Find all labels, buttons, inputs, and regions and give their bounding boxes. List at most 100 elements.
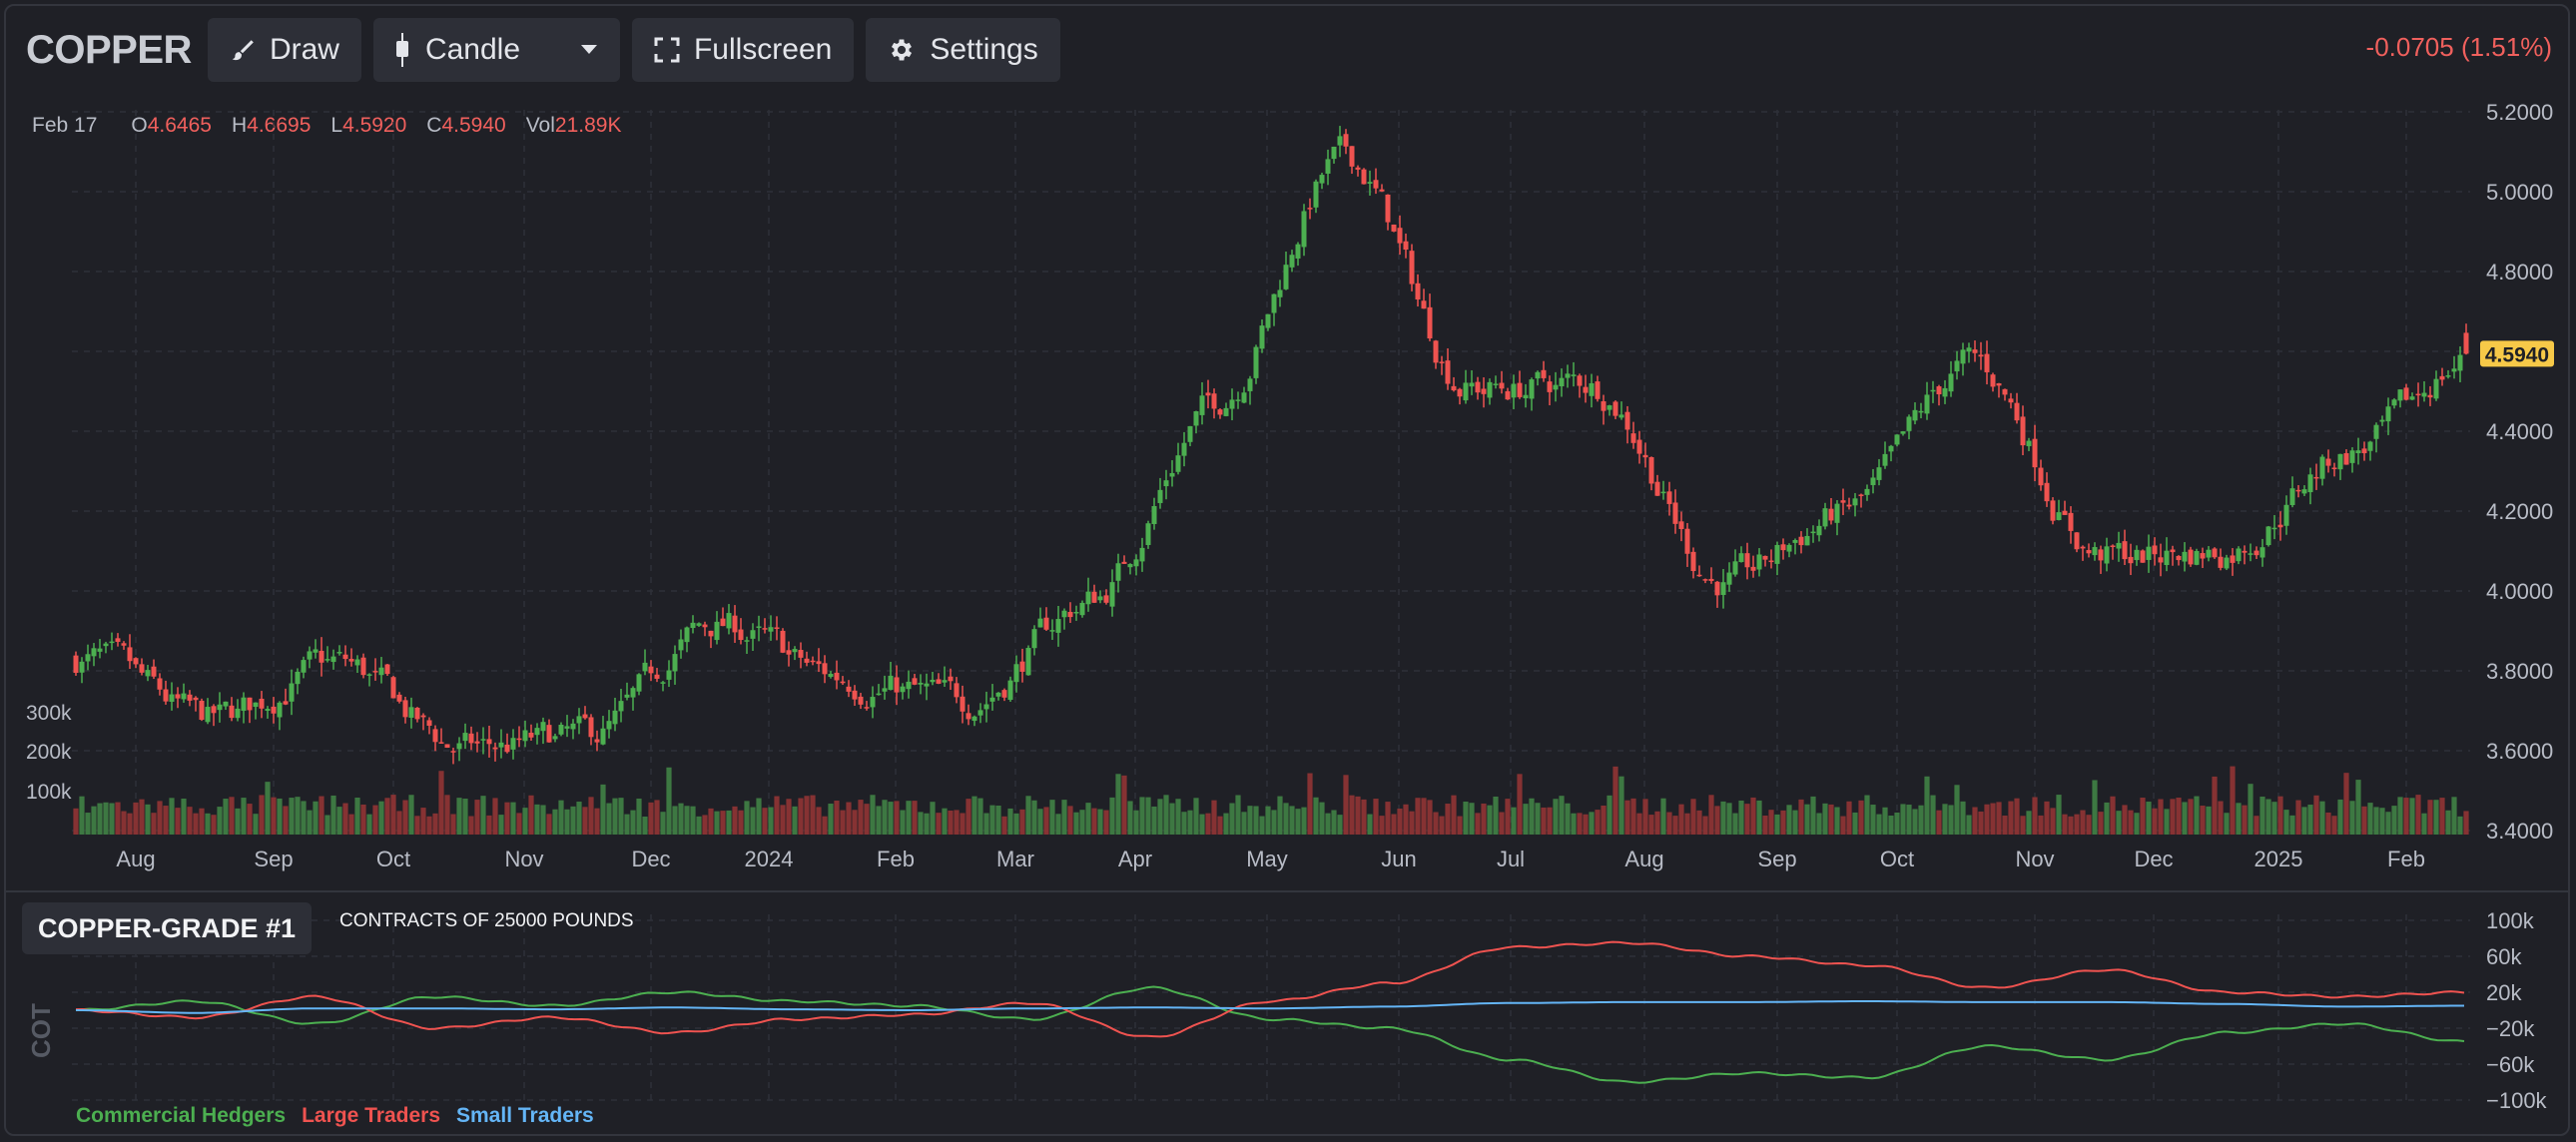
candle-body [1115,563,1121,581]
volume-bar [1187,810,1193,835]
candle-body [2098,549,2104,561]
candle-body [1894,434,1900,445]
volume-bar [828,804,834,835]
fullscreen-label: Fullscreen [693,33,833,66]
volume-bar [1990,803,1996,835]
candle-body [792,649,798,653]
candle-body [1601,400,1607,411]
settings-button[interactable]: Settings [866,18,1060,82]
candle-body [1103,595,1109,603]
volume-bar [420,808,426,835]
volume-bar [2092,780,2098,835]
candle-body [432,729,438,743]
volume-bar [1738,800,1744,835]
candle-body [564,726,570,729]
volume-bar [456,798,462,835]
volume-bar [906,801,912,835]
candle-body [354,659,360,666]
time-tick-label: Mar [996,847,1034,871]
volume-bar [1948,805,1954,835]
candle-body [1199,395,1205,415]
candle-body [235,708,241,719]
candle-body [768,627,774,632]
volume-bar [1433,812,1439,835]
candle-body [1828,508,1834,521]
cot-chart: 100k 60k 20k −20k −60k −100k [72,908,2548,1113]
volume-bar [642,816,648,835]
candle-body [1373,180,1379,189]
candle-body [2385,406,2391,422]
legend-small-traders[interactable]: Small Traders [456,1104,594,1127]
volume-bar [2373,807,2379,835]
candle-body [1535,371,1541,379]
volume-bar [1654,811,1660,835]
candle-body [390,677,396,699]
candle-body [1966,347,1972,352]
volume-bar [989,805,995,835]
candle-body [2044,482,2050,502]
candle-body [408,707,414,718]
candle-body [2020,416,2026,446]
candle-body [798,650,804,658]
candle-body [2379,419,2385,422]
volume-bar [2236,803,2242,835]
candle-body [2116,542,2122,549]
candle-body [540,722,546,732]
candle-body [1283,265,1289,289]
fullscreen-button[interactable]: Fullscreen [631,18,855,82]
candle-body [1816,525,1822,536]
volume-bar [1756,800,1762,835]
volume-bar [432,813,438,835]
candle-body [1960,349,1966,364]
volume-bar [1145,797,1151,835]
candle-body [1319,175,1325,184]
candle-body [271,706,277,714]
volume-bar [1439,816,1445,835]
candle-body [1822,508,1828,527]
volume-bar [2361,806,2367,835]
volume-bar [319,796,324,835]
candle-body [1954,360,1960,372]
candle-body [2307,474,2313,493]
candle-body [103,643,109,647]
volume-bar [1463,801,1469,835]
cot-tick-label: 60k [2486,944,2522,969]
volume-bar [1870,805,1876,835]
volume-bar [960,813,966,835]
volume-bar [1367,814,1373,835]
candle-body [1193,410,1199,426]
volume-bar [1624,800,1630,835]
candle-body [1666,491,1672,504]
candle-body [1642,454,1648,458]
volume-bar [2188,799,2194,835]
volume-bar [360,804,366,835]
volume-bar [1121,775,1127,835]
candle-body [1607,405,1612,410]
candle-body [1463,382,1469,401]
candle-body [1804,535,1810,546]
legend-large-traders[interactable]: Large Traders [302,1104,440,1127]
time-tick-label: Feb [877,847,915,871]
price-tick-label: 5.0000 [2486,180,2553,205]
candle-body [319,650,324,663]
candle-body [2026,440,2032,446]
candle-body [1577,375,1583,386]
candle-body [157,678,163,690]
volume-bar [1319,802,1325,835]
cot-tick-label: −100k [2486,1088,2548,1113]
candle-body [1996,383,2002,386]
volume-bar [307,810,313,835]
volume-bar [1025,796,1031,835]
chart-type-dropdown[interactable]: Candle [372,18,620,82]
candle-body [1618,414,1624,418]
volume-bar [1696,810,1702,835]
volume-bar [2020,816,2026,835]
draw-button[interactable]: Draw [207,18,361,82]
candle-body [1247,378,1253,391]
volume-bar [1451,795,1457,835]
volume-bar [983,813,989,835]
legend-commercial-hedgers[interactable]: Commercial Hedgers [76,1104,287,1127]
candle-body [324,659,330,661]
candle-body [2152,545,2158,555]
